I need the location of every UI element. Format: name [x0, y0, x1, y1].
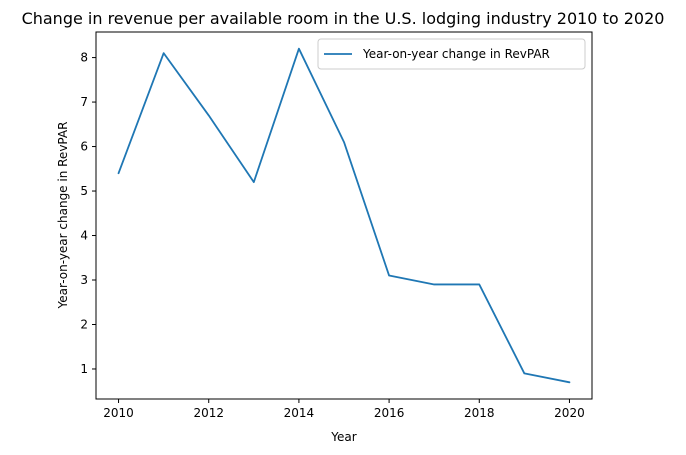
x-axis-ticks: 2010 2012 2014 2016 2018 2020 [103, 399, 585, 420]
y-axis-label: Year-on-year change in RevPAR [56, 122, 70, 310]
x-tick-label: 2012 [193, 406, 224, 420]
y-tick-label: 8 [80, 51, 88, 65]
x-axis-label: Year [330, 430, 356, 444]
y-tick-label: 4 [80, 229, 88, 243]
chart-title: Change in revenue per available room in … [22, 9, 665, 28]
legend: Year-on-year change in RevPAR [317, 38, 586, 70]
series-layer [117, 47, 571, 384]
legend-label: Year-on-year change in RevPAR [362, 47, 550, 61]
y-axis-ticks: 1 2 3 4 5 6 7 8 [80, 51, 96, 376]
x-tick-label: 2010 [103, 406, 134, 420]
x-tick-label: 2018 [464, 406, 495, 420]
x-tick-label: 2016 [374, 406, 405, 420]
y-tick-label: 6 [80, 140, 88, 154]
y-tick-label: 2 [80, 317, 88, 331]
series-line [117, 47, 571, 384]
legend-box [317, 38, 586, 70]
x-tick-label: 2020 [554, 406, 585, 420]
x-tick-label: 2014 [284, 406, 315, 420]
plot-frame [95, 31, 593, 400]
y-tick-label: 5 [80, 184, 88, 198]
y-tick-label: 3 [80, 273, 88, 287]
y-tick-label: 1 [80, 362, 88, 376]
plot-area: 2010 2012 2014 2016 2018 2020 1 2 3 4 5 6 7 8 [80, 31, 593, 420]
y-tick-label: 7 [80, 95, 88, 109]
